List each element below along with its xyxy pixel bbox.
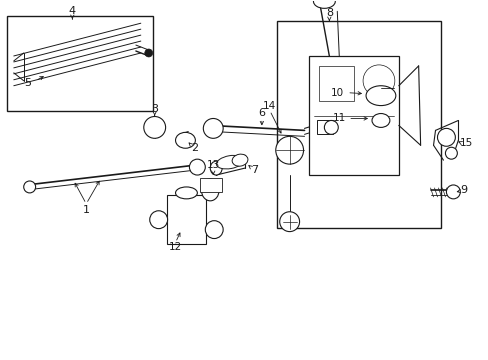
Bar	[7, 16, 152, 111]
Circle shape	[189, 159, 205, 175]
Circle shape	[446, 185, 459, 199]
Text: 4: 4	[69, 6, 76, 16]
Ellipse shape	[201, 179, 219, 201]
Ellipse shape	[175, 132, 195, 148]
Circle shape	[143, 117, 165, 138]
Circle shape	[324, 121, 338, 134]
Circle shape	[445, 147, 456, 159]
Text: 7: 7	[251, 165, 258, 175]
Text: 12: 12	[168, 243, 182, 252]
Text: 1: 1	[82, 205, 89, 215]
Text: 9: 9	[460, 185, 467, 195]
Ellipse shape	[366, 86, 395, 105]
Text: 10: 10	[330, 88, 343, 98]
Text: 14: 14	[263, 100, 276, 111]
Bar	[166, 195, 206, 244]
Bar	[200, 178, 222, 192]
Text: 11: 11	[332, 113, 345, 123]
Circle shape	[279, 212, 299, 231]
Text: 8: 8	[325, 8, 332, 18]
Circle shape	[275, 136, 303, 164]
Text: 3: 3	[151, 104, 158, 113]
Bar	[317, 121, 333, 134]
Circle shape	[24, 181, 36, 193]
Ellipse shape	[149, 211, 167, 229]
Bar	[309, 56, 398, 175]
Ellipse shape	[210, 161, 222, 175]
Ellipse shape	[313, 0, 335, 8]
Bar	[319, 66, 353, 100]
Ellipse shape	[371, 113, 389, 127]
Circle shape	[203, 118, 223, 138]
Circle shape	[362, 65, 394, 96]
Ellipse shape	[232, 154, 247, 166]
Ellipse shape	[205, 221, 223, 239]
Ellipse shape	[216, 156, 244, 169]
Text: 13: 13	[206, 160, 220, 170]
Text: 5: 5	[24, 78, 31, 88]
Circle shape	[437, 129, 454, 146]
Text: 15: 15	[459, 138, 472, 148]
Text: 2: 2	[190, 143, 198, 153]
Circle shape	[144, 49, 152, 57]
Ellipse shape	[175, 187, 197, 199]
Text: 6: 6	[258, 108, 265, 117]
Bar	[276, 21, 441, 228]
